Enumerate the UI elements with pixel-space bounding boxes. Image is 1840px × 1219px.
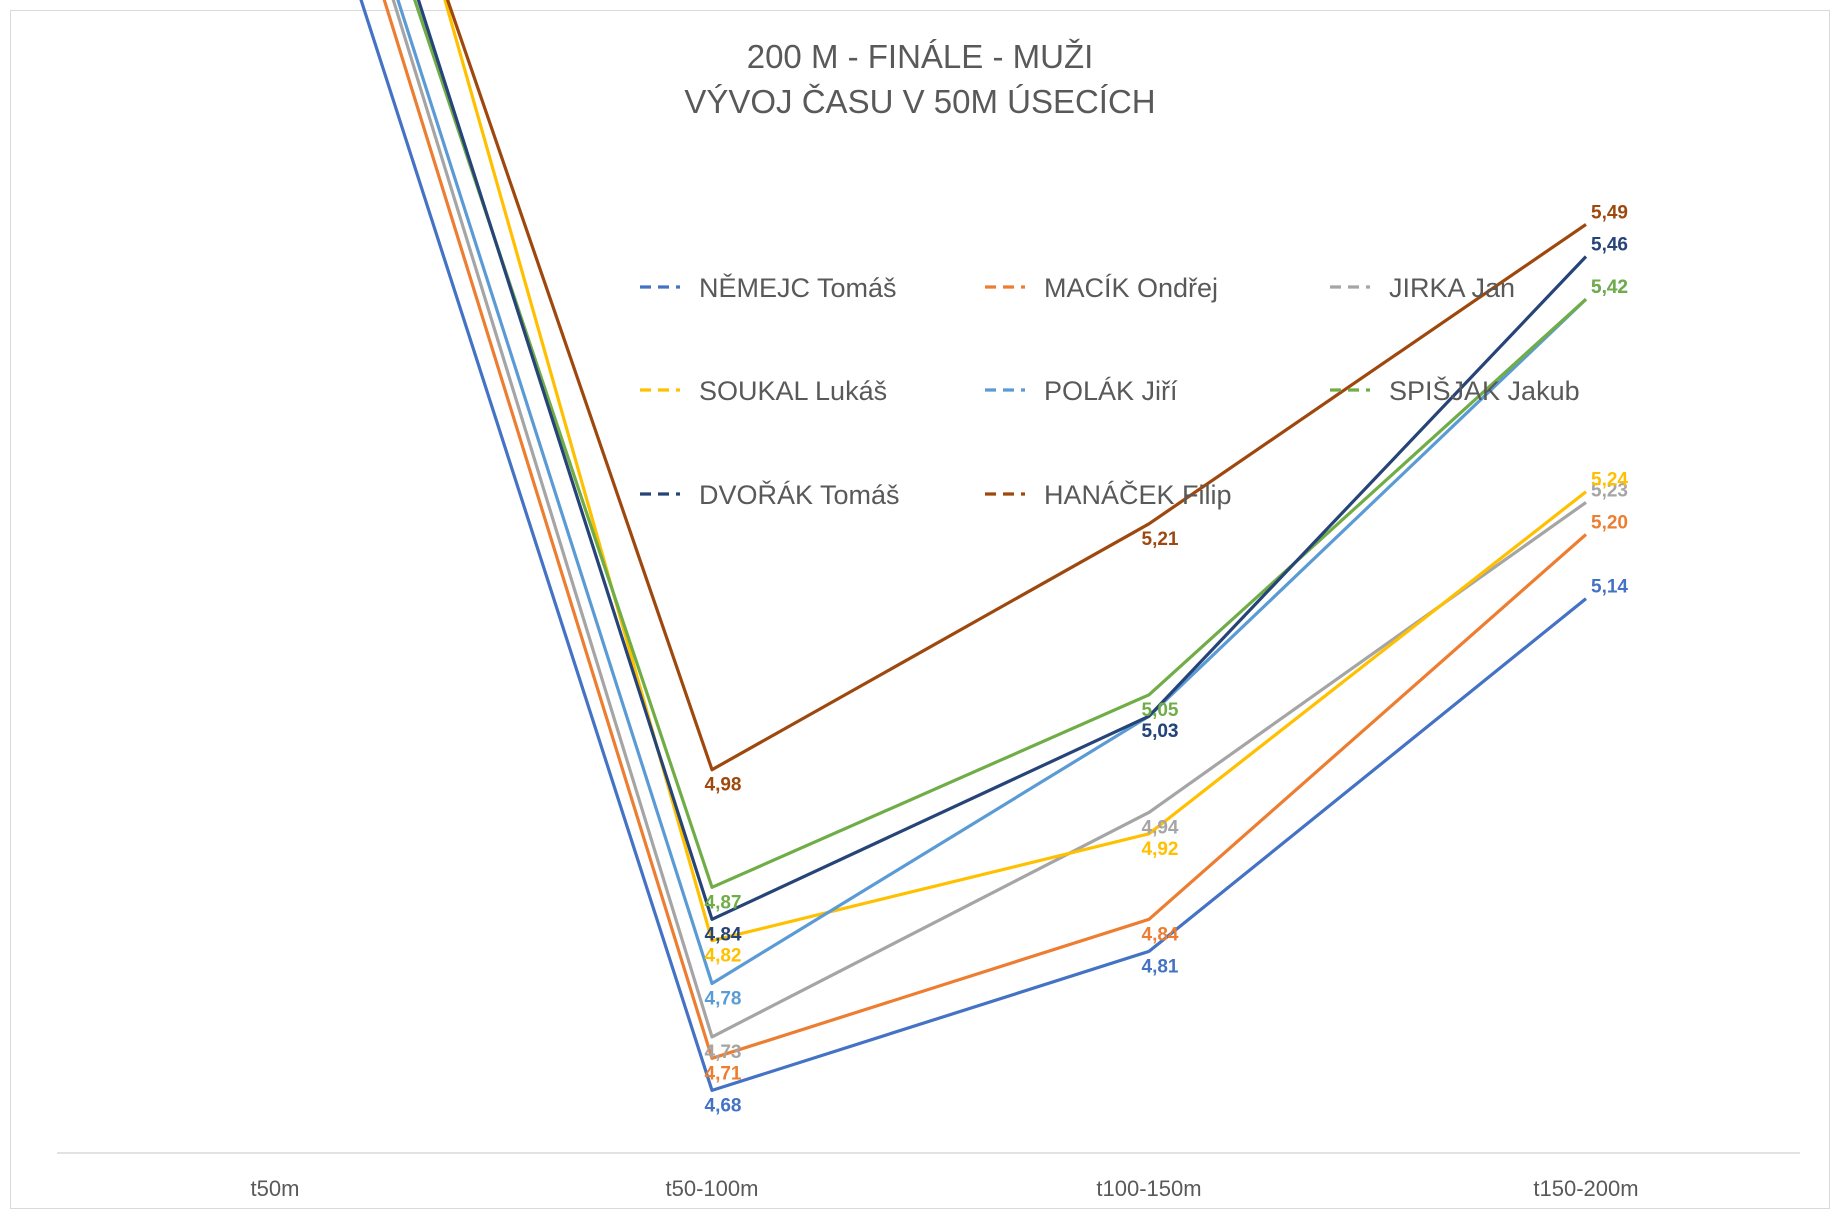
data-label: 5,03 [1142,721,1179,742]
x-tick-label: t150-200m [1533,1176,1638,1201]
legend-label: SPIŠJAK Jakub [1389,375,1580,406]
x-tick-label: t100-150m [1096,1176,1201,1201]
data-label: 4,78 [705,989,742,1010]
legend-item-hanacek-filip: HANÁČEK Filip [985,479,1232,510]
x-tick-label: t50-100m [666,1176,759,1201]
legend-item-dvorak-tomas: DVOŘÁK Tomáš [640,479,900,510]
data-label: 4,68 [705,1095,742,1116]
data-label: 4,92 [1142,839,1179,860]
chart-title-line-1: 200 M - FINÁLE - MUŽI [747,38,1094,75]
series-line-dvorak-tomas [416,0,1588,921]
legend-item-polak-jiri: POLÁK Jiří [985,376,1178,406]
data-label: 5,24 [1591,470,1628,491]
data-label: 4,98 [705,775,742,796]
data-label: 4,87 [705,892,742,913]
data-label: 5,14 [1591,577,1628,598]
legend-item-jirka-jan: JIRKA Jan [1330,273,1515,303]
legend: NĚMEJC Tomáš MACÍK Ondřej JIRKA Jan SOUKAL … [640,272,1580,510]
legend-item-soukal-lukas: SOUKAL Lukáš [640,376,887,406]
data-label: 5,23 [1591,480,1628,501]
data-label: 5,03 [1142,721,1179,742]
legend-label: JIRKA Jan [1389,273,1515,303]
series-line-soukal-lukas [443,0,1587,943]
data-label: 4,94 [1142,817,1179,838]
legend-label: DVOŘÁK Tomáš [699,479,900,510]
legend-item-macik-ondrej: MACÍK Ondřej [985,273,1218,303]
legend-item-spisjak-jakub: SPIŠJAK Jakub [1330,375,1580,406]
data-label: 5,49 [1591,202,1628,223]
data-label: 4,73 [705,1042,742,1063]
data-label: 5,05 [1142,700,1179,721]
x-tick-label: t50m [251,1176,300,1201]
legend-label: MACÍK Ondřej [1044,273,1218,303]
data-label: 5,42 [1591,277,1628,298]
data-labels: 5,954,684,815,146,034,714,845,206,064,73… [705,202,1629,1116]
legend-label: POLÁK Jiří [1044,376,1178,406]
data-label: 4,84 [705,924,742,945]
data-label: 5,46 [1591,235,1628,256]
chart-title-line-2: VÝVOJ ČASU V 50M ÚSECÍCH [684,83,1155,120]
series-line-jirka-jan [391,0,1587,1039]
legend-label: SOUKAL Lukáš [699,376,887,406]
legend-label: NĚMEJC Tomáš [699,272,897,303]
legend-item-nemejc-tomas: NĚMEJC Tomáš [640,272,897,303]
data-label: 5,21 [1142,529,1179,550]
legend-label: HANÁČEK Filip [1044,479,1232,510]
series-line-nemejc-tomas [359,0,1588,1093]
data-label: 5,42 [1591,277,1628,298]
x-axis-tick-labels: t50m t50-100m t100-150m t150-200m [251,1176,1639,1201]
data-label: 4,71 [705,1063,742,1084]
series-line-macik-ondrej [382,0,1588,1060]
data-label: 5,20 [1591,512,1628,533]
data-label: 4,81 [1142,956,1179,977]
chart-frame [10,10,1830,1209]
series-lines [359,0,1588,1093]
series-line-polak-jiri [396,0,1588,986]
data-label: 4,82 [705,946,742,967]
series-line-hanacek-filip [445,0,1587,772]
data-label: 4,84 [1142,924,1179,945]
series-line-spisjak-jakub [413,0,1588,889]
